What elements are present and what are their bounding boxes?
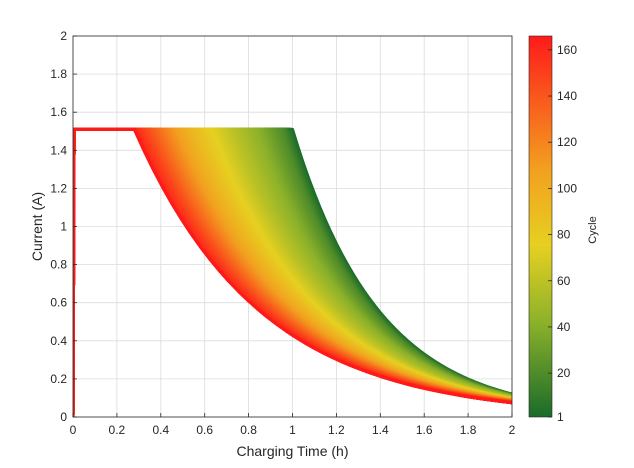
x-tick-label: 0.4 <box>152 423 169 437</box>
x-tick-label: 0 <box>70 423 77 437</box>
x-tick-label: 1.2 <box>328 423 345 437</box>
y-tick-label: 1 <box>60 220 67 234</box>
y-axis-title: Current (A) <box>29 192 45 261</box>
colorbar-tick-label: 1 <box>557 410 564 424</box>
x-tick-label: 2 <box>509 423 516 437</box>
colorbar-tick-label: 120 <box>557 135 577 149</box>
x-tick-label: 1.4 <box>372 423 389 437</box>
series-group <box>73 127 512 417</box>
y-tick-label: 1.4 <box>50 143 67 157</box>
x-axis-title: Charging Time (h) <box>236 443 348 459</box>
colorbar-title: Cycle <box>587 216 599 244</box>
y-tick-label: 1.6 <box>50 105 67 119</box>
colorbar-tick-label: 60 <box>557 274 571 288</box>
y-tick-label: 1.8 <box>50 67 67 81</box>
x-tick-label: 1.8 <box>460 423 477 437</box>
series-line-cycle-166 <box>73 127 512 417</box>
colorbar-tick-label: 100 <box>557 181 577 195</box>
colorbar <box>528 35 553 418</box>
x-tick-label: 0.6 <box>196 423 213 437</box>
colorbar-tick-label: 160 <box>557 43 577 57</box>
y-tick-label: 0 <box>60 410 67 424</box>
y-tick-label: 0.2 <box>50 372 67 386</box>
y-tick-label: 2 <box>60 29 67 43</box>
y-tick-label: 0.6 <box>50 296 67 310</box>
x-tick-label: 1.6 <box>416 423 433 437</box>
y-tick-label: 0.8 <box>50 258 67 272</box>
y-tick-label: 1.2 <box>50 181 67 195</box>
colorbar-tick-label: 140 <box>557 89 577 103</box>
x-tick-label: 1 <box>289 423 296 437</box>
x-tick-label: 0.8 <box>240 423 257 437</box>
axis-ticks: 0 0.2 0.4 0.6 0.8 1 1.2 1.4 1.6 1.8 2 0 0.2 0.4 0.6 0.8… <box>50 29 515 437</box>
x-tick-label: 0.2 <box>109 423 126 437</box>
colorbar-tick-label: 80 <box>557 228 571 242</box>
y-tick-label: 0.4 <box>50 334 67 348</box>
colorbar-tick-label: 40 <box>557 320 571 334</box>
colorbar-tick-label: 20 <box>557 366 571 380</box>
